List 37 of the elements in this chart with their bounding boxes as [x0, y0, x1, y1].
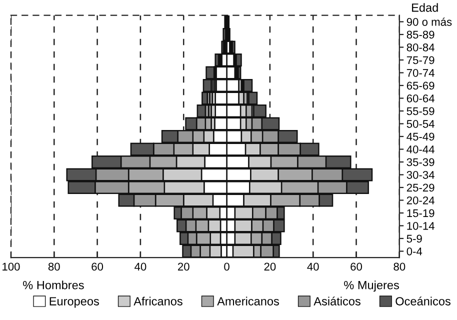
x-tick-label: 60	[350, 262, 362, 271]
y-tick-label: 5-9	[406, 234, 422, 243]
legend-label: Asiáticos	[314, 296, 360, 306]
x-tick-label: 80	[394, 262, 406, 271]
y-tick-label: 75-79	[406, 56, 434, 64]
y-tick-label: 30-34	[406, 170, 434, 179]
legend-label: Europeos	[50, 297, 99, 308]
y-tick-label: 70-74	[406, 69, 434, 77]
y-tick-label: 15-19	[407, 209, 434, 218]
x-tick-label: 80	[48, 262, 60, 271]
x-tick-label: 100	[2, 262, 20, 271]
y-tick-label: 50-54	[406, 120, 434, 128]
y-tick-label: 45-49	[406, 132, 434, 141]
y-tick-label: 0-4	[406, 247, 422, 256]
x-tick-label: 20	[178, 262, 190, 271]
y-tick-label: 55-59	[406, 107, 434, 116]
y-tick-label: 40-44	[406, 145, 434, 154]
text: % Mujeres	[344, 280, 399, 292]
y-tick-label: 35-39	[406, 158, 434, 166]
y-tick-label: 80-84	[406, 44, 434, 52]
x-tick-label: 60	[92, 262, 104, 271]
legend-label: Americanos	[217, 296, 279, 306]
legend-label: Africanos	[134, 296, 182, 306]
y-tick-label: 85-89	[406, 30, 434, 39]
text: % Hombres	[23, 280, 84, 290]
y-tick-label: 60-64	[406, 94, 434, 102]
x-tick-label: 0	[224, 262, 230, 271]
y-tick-label: 20-24	[406, 196, 434, 204]
x-tick-label: 20	[264, 262, 276, 271]
x-tick-label: 40	[134, 262, 146, 271]
y-tick-label: 10-14	[407, 222, 434, 230]
y-tick-label: 90 o más	[406, 18, 452, 26]
y-tick-label: 25-29	[406, 184, 434, 192]
y-tick-label: 65-69	[406, 82, 434, 90]
legend-label: Oceánicos	[396, 296, 450, 306]
y-axis-title: Edad	[412, 3, 438, 12]
x-tick-label: 40	[307, 262, 319, 271]
